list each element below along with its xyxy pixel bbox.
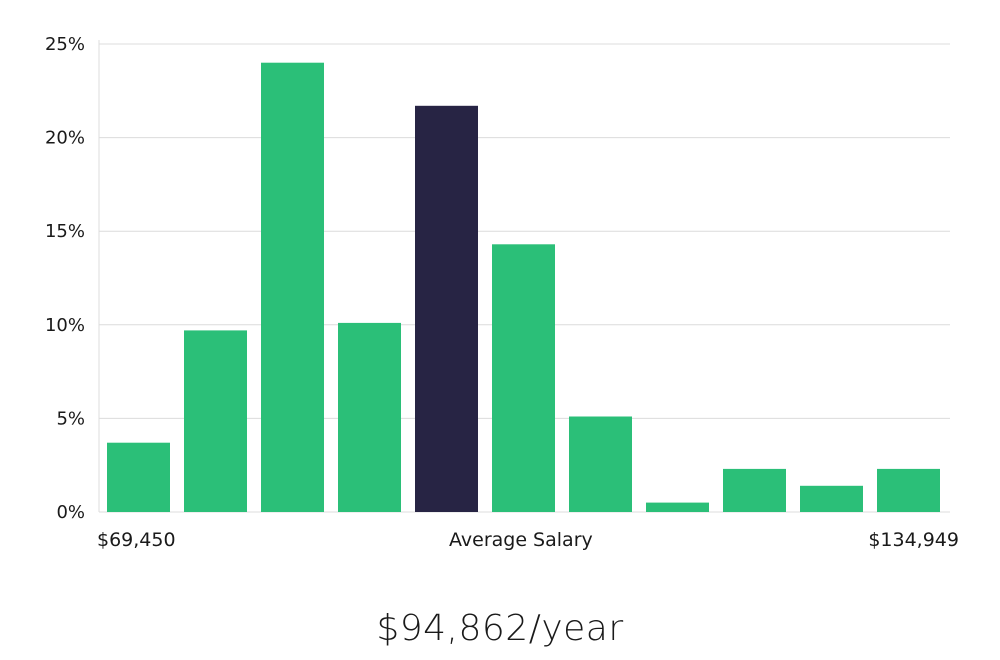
y-tick-label: 15% — [45, 221, 85, 242]
bar — [800, 485, 863, 512]
y-tick-label: 5% — [56, 408, 85, 429]
bar — [184, 330, 247, 512]
bar — [107, 442, 170, 512]
salary-histogram: 0% 5% 10% 15% 20% 25% — [45, 34, 950, 523]
y-tick-label: 25% — [45, 34, 85, 55]
y-tick-label: 0% — [56, 502, 85, 523]
bar — [261, 62, 324, 512]
average-salary-value: $94,862/year — [376, 608, 624, 649]
bar — [723, 468, 786, 512]
average-salary-axis-label: Average Salary — [449, 529, 593, 551]
bar — [492, 244, 555, 513]
bar — [569, 416, 632, 512]
y-tick-label: 10% — [45, 315, 85, 336]
y-axis-ticks: 0% 5% 10% 15% 20% 25% — [45, 34, 85, 523]
bar — [877, 468, 940, 512]
bar — [646, 502, 709, 512]
bars — [107, 62, 940, 513]
bar-average-salary — [415, 105, 478, 513]
max-salary-label: $134,949 — [868, 529, 959, 551]
bar — [338, 322, 401, 512]
y-tick-label: 20% — [45, 128, 85, 149]
min-salary-label: $69,450 — [97, 529, 176, 551]
